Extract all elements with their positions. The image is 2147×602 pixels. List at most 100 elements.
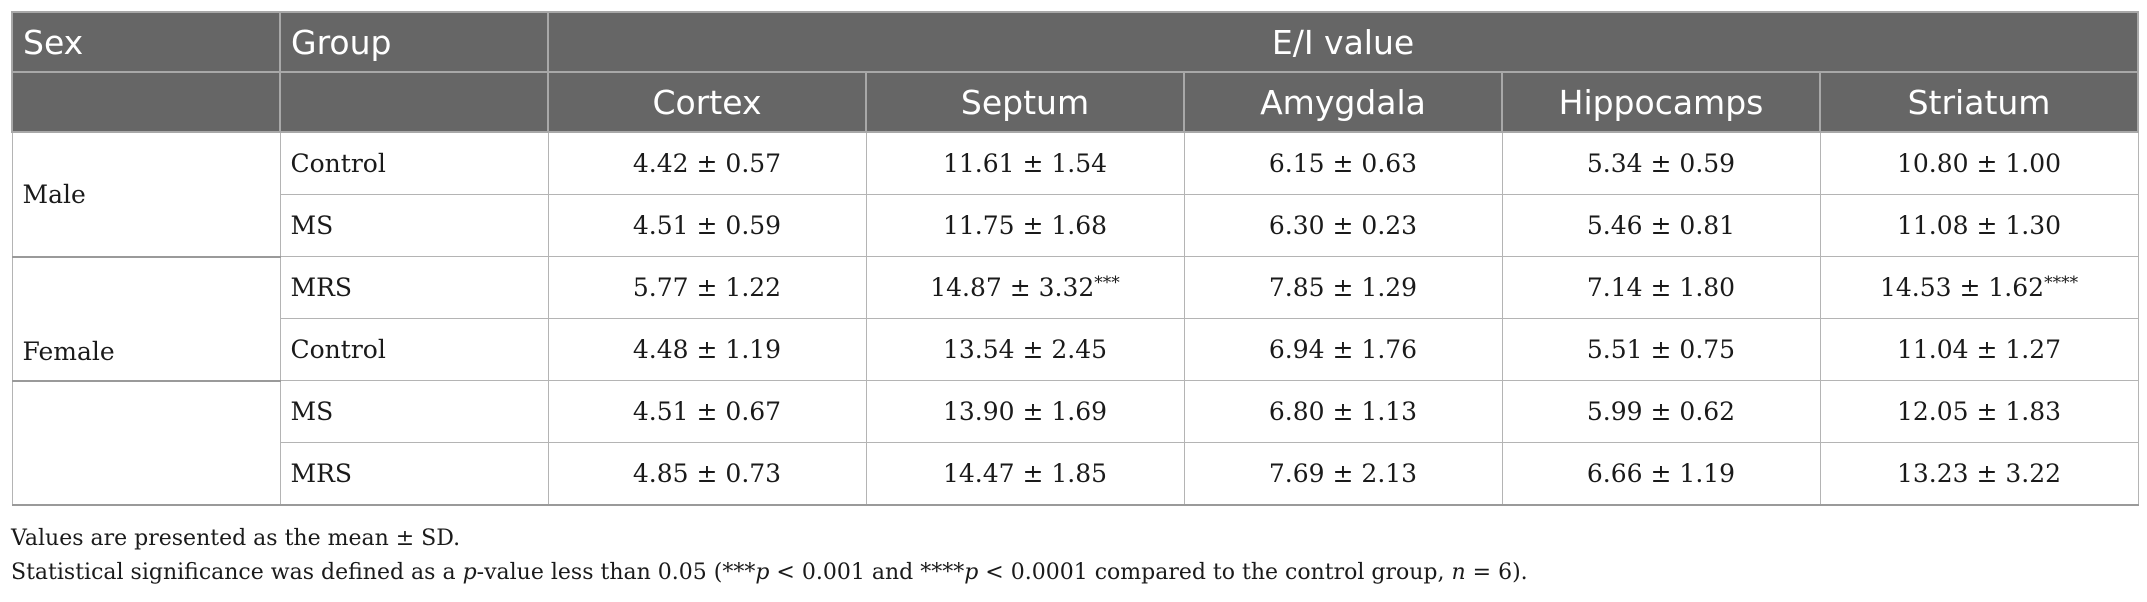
header-group-blank <box>279 71 549 133</box>
value-cell: 11.75 ± 1.68 <box>865 194 1185 257</box>
header-amygdala: Amygdala <box>1183 71 1503 133</box>
value-text: 6.66 ± 1.19 <box>1586 459 1736 488</box>
value-text: 4.85 ± 0.73 <box>632 459 782 488</box>
value-cell: 13.23 ± 3.22 <box>1819 442 2139 506</box>
value-text: 6.80 ± 1.13 <box>1268 397 1418 426</box>
ei-value-table: Sex Group E/I value Cortex Septum Amygda… <box>11 11 2140 506</box>
value-text: 5.51 ± 0.75 <box>1586 335 1736 364</box>
value-cell: 4.42 ± 0.57 <box>547 131 867 195</box>
table-body: Male Control 4.42 ± 0.57 11.61 ± 1.54 6.… <box>11 131 2139 506</box>
value-cell: 14.87 ± 3.32*** <box>865 256 1185 319</box>
group-cell: MS <box>279 194 549 257</box>
value-text: 6.15 ± 0.63 <box>1268 149 1418 178</box>
value-cell: 5.99 ± 0.62 <box>1501 380 1821 443</box>
value-text: 11.75 ± 1.68 <box>942 211 1108 240</box>
value-text: 4.51 ± 0.67 <box>632 397 782 426</box>
value-cell: 11.04 ± 1.27 <box>1819 318 2139 381</box>
value-text: 14.53 ± 1.62 <box>1879 273 2045 302</box>
value-cell: 12.05 ± 1.83 <box>1819 380 2139 443</box>
value-cell: 4.51 ± 0.67 <box>547 380 867 443</box>
footnote-text: Statistical significance was defined as … <box>11 560 463 585</box>
value-cell: 14.47 ± 1.85 <box>865 442 1185 506</box>
footnote-mean-sd: Values are presented as the mean ± SD. <box>11 526 461 551</box>
value-text: 7.69 ± 2.13 <box>1268 459 1418 488</box>
value-cell: 5.51 ± 0.75 <box>1501 318 1821 381</box>
table-row: Control 4.48 ± 1.19 13.54 ± 2.45 6.94 ± … <box>12 318 2139 381</box>
value-text: 10.80 ± 1.00 <box>1896 149 2062 178</box>
footnote-text: = 6). <box>1465 560 1528 585</box>
value-cell: 6.66 ± 1.19 <box>1501 442 1821 506</box>
significance-mark: **** <box>2044 273 2079 293</box>
header-ei-value: E/I value <box>546 11 2140 73</box>
value-text: 4.42 ± 0.57 <box>632 149 782 178</box>
header-hippocamps: Hippocamps <box>1501 71 1821 133</box>
footnote-text: -value less than 0.05 (*** <box>476 560 756 585</box>
value-cell: 6.94 ± 1.76 <box>1183 318 1503 381</box>
value-text: 4.51 ± 0.59 <box>632 211 782 240</box>
value-text: 6.30 ± 0.23 <box>1268 211 1418 240</box>
value-text: 5.34 ± 0.59 <box>1586 149 1736 178</box>
header-septum: Septum <box>865 71 1185 133</box>
table-row: Male Control 4.42 ± 0.57 11.61 ± 1.54 6.… <box>11 131 2139 258</box>
value-cell: 7.14 ± 1.80 <box>1501 256 1821 319</box>
footnote-p-symbol: p <box>462 560 477 585</box>
value-cell: 11.08 ± 1.30 <box>1819 194 2139 257</box>
header-cortex: Cortex <box>547 71 867 133</box>
value-text: 13.90 ± 1.69 <box>942 397 1108 426</box>
value-text: 13.54 ± 2.45 <box>942 335 1108 364</box>
value-text: 5.77 ± 1.22 <box>632 273 782 302</box>
footnote-p-symbol: p <box>964 560 979 585</box>
value-text: 7.85 ± 1.29 <box>1268 273 1418 302</box>
group-cell: Control <box>279 131 549 195</box>
header-group: Group <box>279 11 549 73</box>
group-cell: MRS <box>279 442 549 506</box>
group-cell: MS <box>279 380 549 443</box>
sex-cell-female: Female <box>11 256 281 382</box>
value-cell: 7.85 ± 1.29 <box>1183 256 1503 319</box>
footnote-text: < 0.001 and **** <box>769 560 965 585</box>
header-striatum: Striatum <box>1818 71 2140 133</box>
value-cell: 10.80 ± 1.00 <box>1819 131 2139 195</box>
group-cell: Control <box>279 318 549 381</box>
value-text: 14.87 ± 3.32 <box>930 273 1095 302</box>
value-text: 5.99 ± 0.62 <box>1586 397 1736 426</box>
sex-cell-male: Male <box>11 131 281 258</box>
value-cell: 5.46 ± 0.81 <box>1501 194 1821 257</box>
footnote-significance: Statistical significance was defined as … <box>11 556 2137 590</box>
value-cell: 4.48 ± 1.19 <box>547 318 867 381</box>
sex-cell-blank <box>11 380 281 506</box>
footnote-text: < 0.0001 compared to the control group, <box>978 560 1452 585</box>
value-cell: 4.85 ± 0.73 <box>547 442 867 506</box>
value-cell: 4.51 ± 0.59 <box>547 194 867 257</box>
significance-mark: *** <box>1094 273 1120 293</box>
data-table: Sex Group E/I value Cortex Septum Amygda… <box>11 11 2140 506</box>
table-footnotes: Values are presented as the mean ± SD. S… <box>11 522 2137 590</box>
value-text: 4.48 ± 1.19 <box>632 335 782 364</box>
value-text: 12.05 ± 1.83 <box>1896 397 2062 426</box>
table-header: Sex Group E/I value Cortex Septum Amygda… <box>11 11 2140 133</box>
value-cell: 11.61 ± 1.54 <box>865 131 1185 195</box>
value-cell: 5.34 ± 0.59 <box>1501 131 1821 195</box>
footnote-n-symbol: n <box>1451 560 1466 585</box>
footnote-p-symbol: p <box>755 560 770 585</box>
value-cell: 14.53 ± 1.62**** <box>1819 256 2139 319</box>
table-row: MS 4.51 ± 0.67 13.90 ± 1.69 6.80 ± 1.13 … <box>11 380 2139 506</box>
value-text: 11.08 ± 1.30 <box>1896 211 2062 240</box>
group-cell: MRS <box>279 256 549 319</box>
value-cell: 6.15 ± 0.63 <box>1183 131 1503 195</box>
header-sex-blank <box>11 71 281 133</box>
header-sex: Sex <box>11 11 281 73</box>
table-row: Female MRS 5.77 ± 1.22 14.87 ± 3.32*** 7… <box>11 256 2139 382</box>
value-cell: 7.69 ± 2.13 <box>1183 442 1503 506</box>
value-text: 5.46 ± 0.81 <box>1586 211 1736 240</box>
table-row: MS 4.51 ± 0.59 11.75 ± 1.68 6.30 ± 0.23 … <box>12 194 2139 257</box>
value-cell: 6.30 ± 0.23 <box>1183 194 1503 257</box>
value-cell: 6.80 ± 1.13 <box>1183 380 1503 443</box>
value-text: 6.94 ± 1.76 <box>1268 335 1418 364</box>
value-text: 11.61 ± 1.54 <box>942 149 1108 178</box>
value-text: 11.04 ± 1.27 <box>1896 335 2062 364</box>
table-row: MRS 4.85 ± 0.73 14.47 ± 1.85 7.69 ± 2.13… <box>12 442 2139 506</box>
value-cell: 13.54 ± 2.45 <box>865 318 1185 381</box>
value-cell: 13.90 ± 1.69 <box>865 380 1185 443</box>
value-text: 7.14 ± 1.80 <box>1586 273 1736 302</box>
